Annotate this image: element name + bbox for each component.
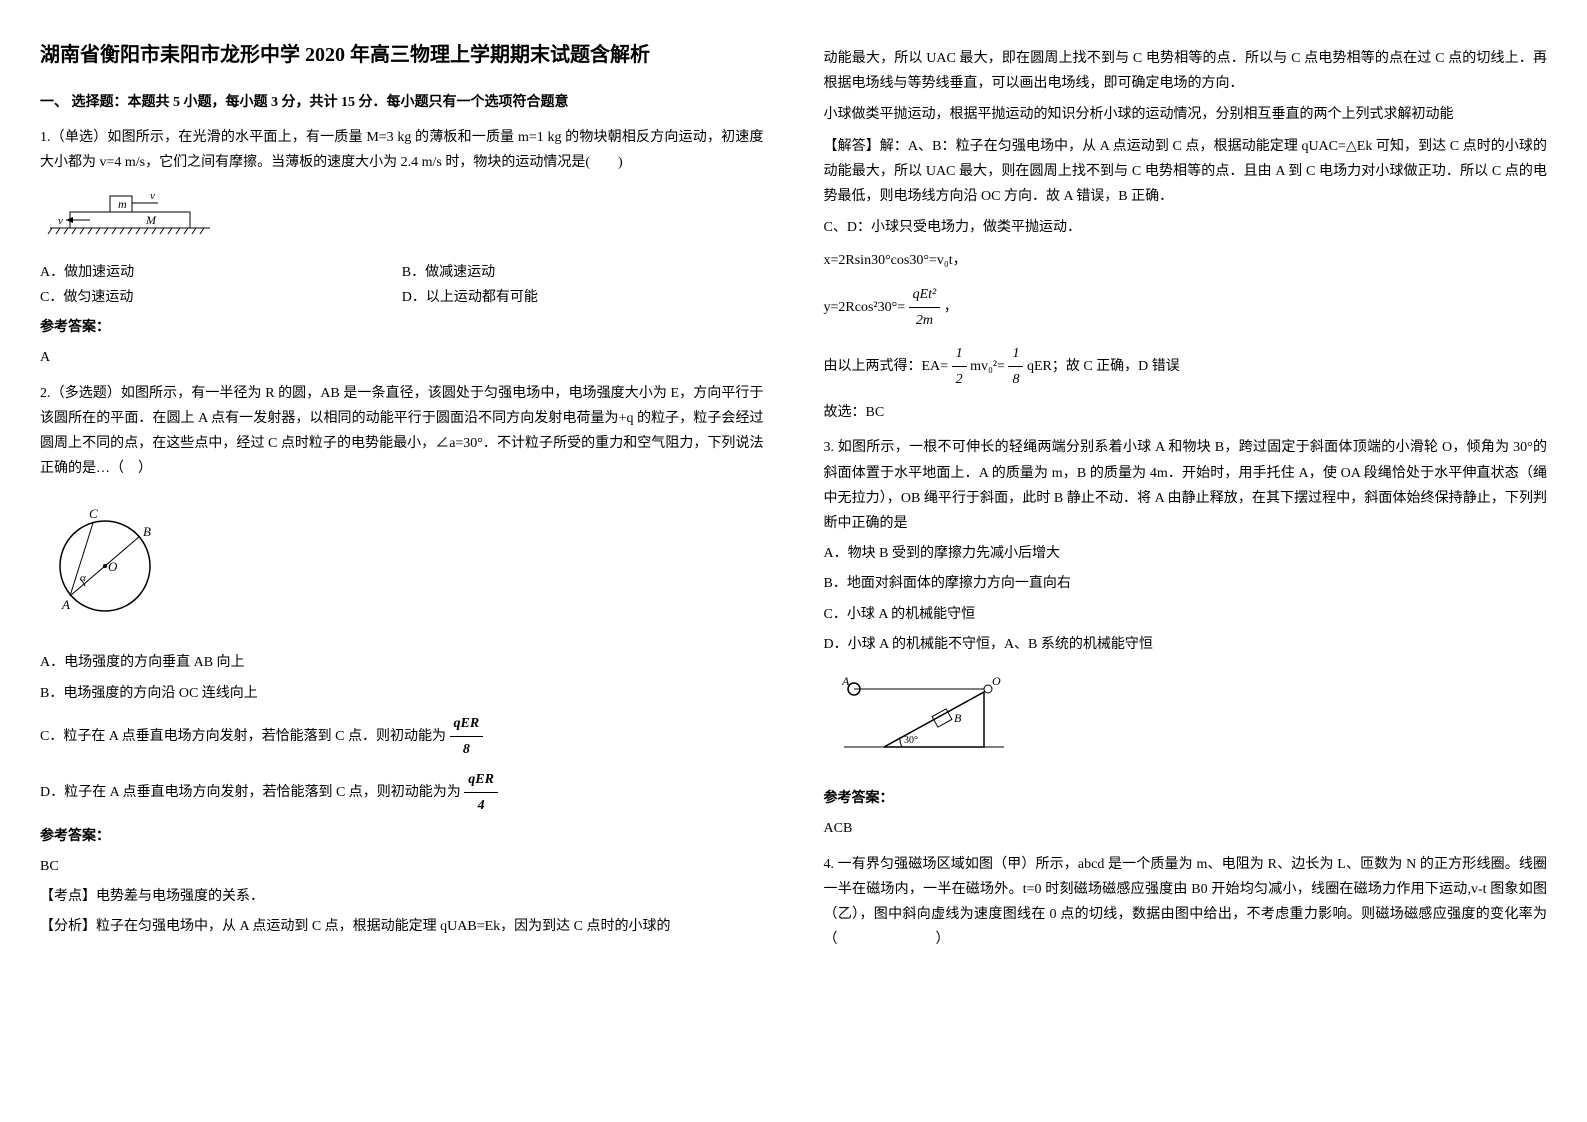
section-heading: 一、 选择题：本题共 5 小题，每小题 3 分，共计 15 分．每小题只有一个选… (40, 90, 764, 115)
q3-answer-label: 参考答案： (824, 786, 1548, 811)
svg-text:B: B (143, 524, 151, 539)
q1-stem: 1.（单选）如图所示，在光滑的水平面上，有一质量 M=3 kg 的薄板和一质量 … (40, 125, 764, 175)
col2-guxuan: 故选：BC (824, 400, 1548, 425)
svg-text:m: m (118, 197, 127, 211)
svg-text:O: O (992, 674, 1001, 688)
question-2: 2.（多选题）如图所示，有一半径为 R 的圆，AB 是一条直径，该圆处于匀强电场… (40, 381, 764, 940)
svg-text:30°: 30° (904, 735, 918, 746)
col2-formula1: x=2Rsin30°cos30°=v₀t， (824, 248, 1548, 273)
svg-text:O: O (108, 559, 118, 574)
svg-text:B: B (954, 711, 962, 725)
q2-stem: 2.（多选题）如图所示，有一半径为 R 的圆，AB 是一条直径，该圆处于匀强电场… (40, 381, 764, 482)
q2-kaodian: 【考点】电势差与电场强度的关系． (40, 884, 764, 909)
col2-p2: 小球做类平抛运动，根据平抛运动的知识分析小球的运动情况，分别相互垂直的两个上列式… (824, 102, 1548, 127)
question-1: 1.（单选）如图所示，在光滑的水平面上，有一质量 M=3 kg 的薄板和一质量 … (40, 125, 764, 370)
q2-opt-b: B．电场强度的方向沿 OC 连线向上 (40, 681, 764, 706)
col2-formula2: y=2Rcos²30°= qEt² 2m ， (824, 282, 1548, 333)
q3-stem: 3. 如图所示，一根不可伸长的轻绳两端分别系着小球 A 和物块 B，跨过固定于斜… (824, 435, 1548, 536)
q4-stem: 4. 一有界匀强磁场区域如图（甲）所示，abcd 是一个质量为 m、电阻为 R、… (824, 852, 1548, 953)
q3-opt-d: D．小球 A 的机械能不守恒，A、B 系统的机械能守恒 (824, 632, 1548, 657)
q3-diagram: A O B 30° (824, 667, 1548, 776)
q3-opt-b: B．地面对斜面体的摩擦力方向一直向右 (824, 571, 1548, 596)
q3-opt-a: A．物块 B 受到的摩擦力先减小后增大 (824, 541, 1548, 566)
svg-text:A: A (841, 674, 850, 688)
q1-opt-a: A．做加速运动 (40, 260, 402, 285)
q2-answer-label: 参考答案： (40, 824, 764, 849)
col2-jieda1: 【解答】解：A、B：粒子在匀强电场中，从 A 点运动到 C 点，根据动能定理 q… (824, 134, 1548, 210)
q3-answer: ACB (824, 816, 1548, 841)
svg-text:M: M (145, 213, 157, 227)
q1-answer-label: 参考答案： (40, 315, 764, 340)
q1-opt-b: B．做减速运动 (402, 260, 764, 285)
doc-title: 湖南省衡阳市耒阳市龙形中学 2020 年高三物理上学期期末试题含解析 (40, 40, 764, 70)
question-4: 4. 一有界匀强磁场区域如图（甲）所示，abcd 是一个质量为 m、电阻为 R、… (824, 852, 1548, 953)
q1-opt-d: D．以上运动都有可能 (402, 285, 764, 310)
q1-answer: A (40, 345, 764, 370)
q2-opt-a: A．电场强度的方向垂直 AB 向上 (40, 650, 764, 675)
q1-diagram: m v M v (40, 191, 230, 250)
q1-opt-c: C．做匀速运动 (40, 285, 402, 310)
svg-text:C: C (89, 506, 98, 521)
q2-opt-c: C．粒子在 A 点垂直电场方向发射，若恰能落到 C 点．则初动能为 qER 8 (40, 711, 764, 762)
q2-answer: BC (40, 854, 764, 879)
svg-text:v: v (150, 191, 155, 202)
col2-formula3: 由以上两式得：EA= 1 2 mv₀²= 1 8 qER；故 C 正确，D 错误 (824, 341, 1548, 392)
col2-p1: 动能最大，所以 UAC 最大，即在圆周上找不到与 C 电势相等的点．所以与 C … (824, 46, 1548, 96)
q2-opt-d: D．粒子在 A 点垂直电场方向发射，若恰能落到 C 点，则初动能为为 qER 4 (40, 767, 764, 818)
q2-diagram: A B C O α (40, 491, 764, 640)
q2-fenxi: 【分析】粒子在匀强电场中，从 A 点运动到 C 点，根据动能定理 qUAB=Ek… (40, 914, 764, 939)
question-3: 3. 如图所示，一根不可伸长的轻绳两端分别系着小球 A 和物块 B，跨过固定于斜… (824, 435, 1548, 841)
q3-opt-c: C．小球 A 的机械能守恒 (824, 602, 1548, 627)
svg-text:A: A (61, 597, 70, 612)
svg-text:v: v (58, 215, 63, 227)
col2-jieda2: C、D：小球只受电场力，做类平抛运动． (824, 215, 1548, 240)
